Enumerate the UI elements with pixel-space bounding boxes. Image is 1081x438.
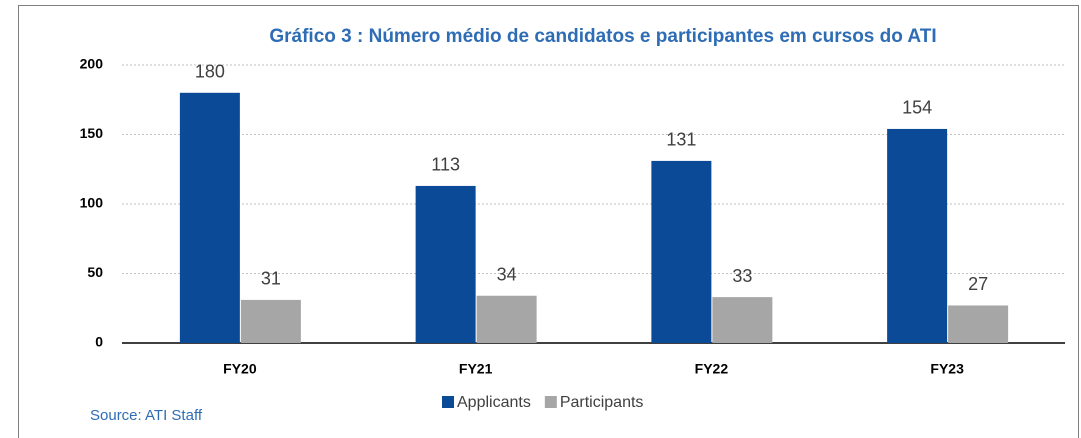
x-tick-label: FY21 (459, 361, 493, 377)
value-label: 33 (732, 266, 752, 286)
value-label: 34 (497, 264, 517, 284)
legend-swatch (442, 396, 454, 408)
legend-swatch (544, 396, 557, 408)
bar (712, 297, 773, 343)
y-tick-label: 50 (87, 264, 103, 280)
bar (948, 305, 1009, 343)
y-tick-label: 200 (80, 56, 104, 72)
bar (476, 295, 537, 343)
bar (240, 299, 301, 343)
y-tick-label: 0 (95, 334, 103, 350)
legend-label: Applicants (457, 394, 531, 411)
value-label: 154 (902, 98, 932, 118)
x-tick-label: FY23 (930, 361, 964, 377)
value-label: 131 (666, 130, 696, 150)
value-label: 27 (968, 274, 988, 294)
bar (651, 160, 712, 343)
chart-title: Gráfico 3 : Número médio de candidatos e… (269, 26, 936, 47)
bar (887, 128, 948, 343)
bar (179, 92, 240, 343)
value-label: 31 (261, 269, 281, 289)
x-tick-label: FY22 (695, 361, 729, 377)
y-tick-label: 100 (80, 195, 104, 211)
legend-label: Participants (560, 394, 644, 411)
value-label: 113 (431, 155, 460, 175)
y-tick-label: 150 (80, 125, 104, 141)
source-note: Source: ATI Staff (90, 407, 203, 424)
bar (415, 185, 476, 343)
value-label: 180 (195, 62, 225, 82)
x-tick-label: FY20 (223, 361, 257, 377)
